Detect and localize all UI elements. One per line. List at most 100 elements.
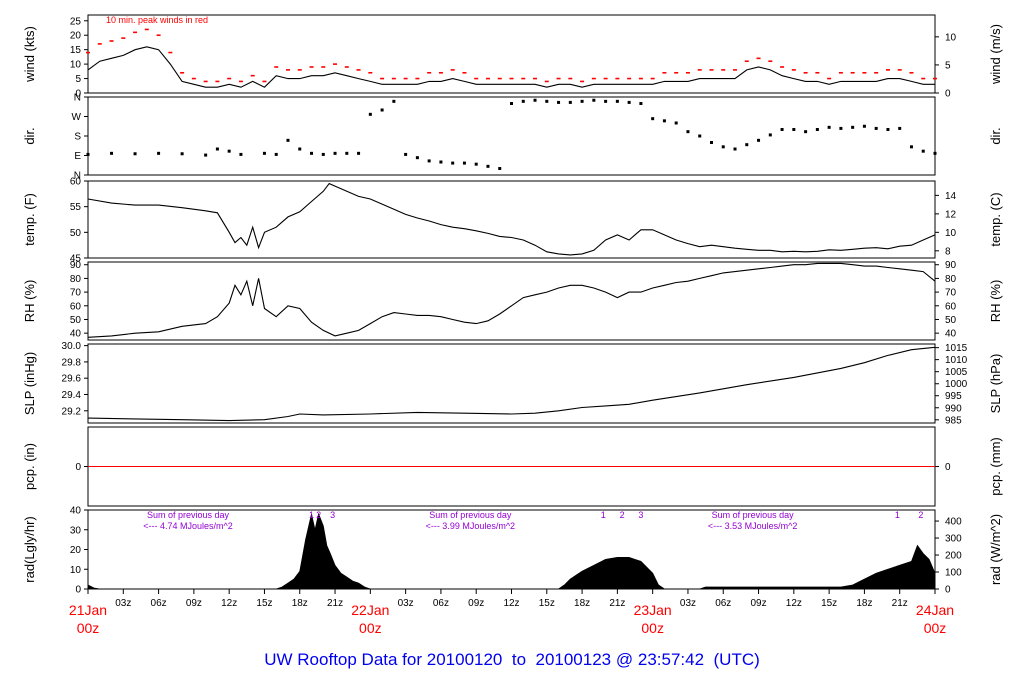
x-tick-label: 12z xyxy=(786,598,802,609)
left-tick-label: 29.6 xyxy=(62,374,82,385)
day-sum-line1: Sum of previous day xyxy=(429,510,512,520)
radiation-area xyxy=(87,512,936,590)
peak-wind-mark xyxy=(862,71,867,74)
right-tick-label: 400 xyxy=(945,517,962,528)
x-tick-label: 03z xyxy=(680,598,696,609)
right-tick-label: 990 xyxy=(945,403,962,414)
panel-frame xyxy=(87,343,936,424)
direction-point xyxy=(639,102,643,105)
peak-wind-mark xyxy=(356,69,361,71)
panel-pcp: pcp. (in) pcp. (mm) 0 0 xyxy=(22,426,1003,507)
peak-wind-mark xyxy=(309,66,314,68)
peak-wind-mark xyxy=(838,71,843,74)
peak-wind-mark xyxy=(215,80,220,83)
x-tick-label: 12z xyxy=(221,598,237,609)
day-label-time: 00z xyxy=(77,620,100,636)
peak-wind-mark xyxy=(133,31,138,34)
direction-point xyxy=(227,149,231,153)
peak-wind-mark xyxy=(780,66,785,68)
direction-point xyxy=(110,151,114,155)
peak-wind-mark xyxy=(238,80,243,83)
left-tick-label: 80 xyxy=(70,274,82,285)
x-tick-label: 09z xyxy=(468,598,484,609)
direction-point xyxy=(709,141,713,144)
footer-timezone: (UTC) xyxy=(713,650,760,669)
direction-point xyxy=(909,145,913,149)
peak-wind-mark xyxy=(121,37,126,39)
direction-point xyxy=(815,128,819,131)
x-tick-label: 12z xyxy=(503,598,519,609)
peak-wind-mark xyxy=(521,77,526,80)
left-tick-label: 50 xyxy=(70,315,82,326)
direction-point xyxy=(427,159,431,163)
direction-point xyxy=(486,164,490,168)
left-tick-label: 30.0 xyxy=(62,341,82,352)
left-tick-label: E xyxy=(74,151,81,162)
day-label-date: 22Jan xyxy=(351,602,389,618)
direction-point xyxy=(627,100,631,104)
direction-point xyxy=(898,126,902,130)
day-label-date: 24Jan xyxy=(916,602,954,618)
left-axis-title: dir. xyxy=(22,127,37,144)
panel-frame xyxy=(87,14,936,94)
panel-slp: SLP (inHg) SLP (hPa) 29.2 29.4 29.6 29.8 30.0 9… xyxy=(22,341,1003,426)
right-tick-label: 1010 xyxy=(945,355,968,366)
left-tick-label: 29.4 xyxy=(62,390,82,401)
direction-point xyxy=(733,147,737,151)
direction-point xyxy=(874,126,878,130)
left-axis-title: RH (%) xyxy=(22,280,37,323)
footer-at: @ xyxy=(615,650,634,669)
right-tick-label: 1000 xyxy=(945,379,968,390)
x-tick-label: 15z xyxy=(539,598,555,609)
peak-wind-mark xyxy=(662,71,667,74)
x-tick-label: 18z xyxy=(292,598,308,609)
left-tick-label: 0 xyxy=(75,462,81,473)
peak-wind-mark xyxy=(391,77,396,80)
left-tick-label: 60 xyxy=(70,301,82,312)
direction-point xyxy=(568,100,572,104)
peak-wind-mark xyxy=(627,77,632,80)
direction-point xyxy=(180,152,184,156)
direction-point xyxy=(851,125,855,129)
right-tick-label: 60 xyxy=(945,301,957,312)
right-tick-label: 200 xyxy=(945,551,962,562)
peak-wind-mark xyxy=(380,77,385,80)
direction-point xyxy=(157,151,161,155)
right-tick-label: 100 xyxy=(945,568,962,579)
direction-point xyxy=(274,152,278,156)
peak-wind-mark xyxy=(450,69,455,71)
peak-wind-mark xyxy=(733,69,738,71)
peak-wind-mark xyxy=(497,77,502,80)
wind-line xyxy=(87,46,935,88)
left-tick-label: 20 xyxy=(70,31,82,42)
peak-wind-mark xyxy=(285,69,290,71)
peak-wind-mark xyxy=(509,77,514,80)
x-tick-label: 18z xyxy=(856,598,872,609)
direction-point xyxy=(439,160,443,164)
day-label-time: 00z xyxy=(924,620,947,636)
peak-wind-mark xyxy=(650,77,655,80)
panel-rad: rad(Lgly/hr) rad (W/m^2)01020304001002003… xyxy=(22,506,1003,596)
peak-wind-mark xyxy=(674,71,679,74)
direction-point xyxy=(368,112,372,116)
direction-point xyxy=(392,99,396,103)
right-axis-title: pcp. (mm) xyxy=(988,437,1003,496)
right-tick-label: 995 xyxy=(945,391,962,402)
footer-prefix: UW Rooftop Data for xyxy=(264,650,423,669)
footer-end-date: 20100123 xyxy=(535,650,612,669)
right-tick-label: 40 xyxy=(945,329,957,340)
right-axis-title: wind (m/s) xyxy=(988,24,1003,85)
x-axis: 03z 06z 09z 12z 15z 18z 21z 03z 06z 09z 12z 15z 18z 2… xyxy=(69,589,954,636)
peak-wind-mark xyxy=(909,71,914,74)
day-sum-line2: <--- 4.74 MJoules/m^2 xyxy=(143,521,233,531)
right-tick-label: 14 xyxy=(945,191,957,202)
direction-point xyxy=(510,102,513,105)
peak-wind-mark xyxy=(568,77,573,80)
direction-point xyxy=(310,151,314,155)
peak-wind-mark xyxy=(86,51,90,54)
peak-wind-mark xyxy=(544,80,549,83)
right-tick-label: 10 xyxy=(945,228,957,239)
left-tick-label: 10 xyxy=(70,565,82,576)
direction-point xyxy=(404,152,408,156)
